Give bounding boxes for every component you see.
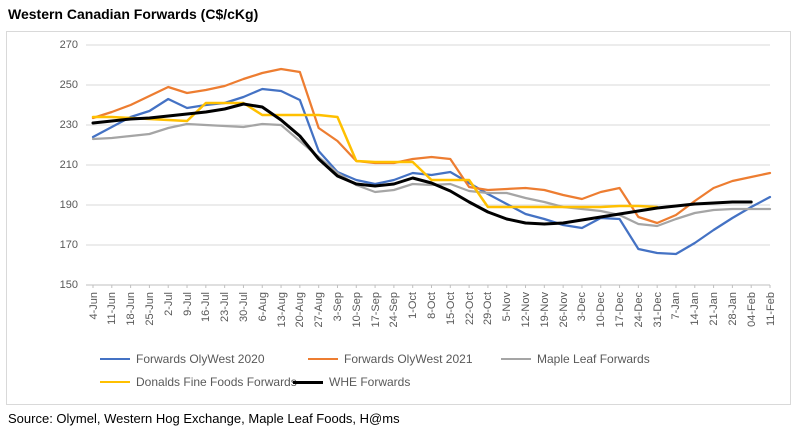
x-axis-label: 2-Jul <box>162 292 175 316</box>
x-axis-label: 17-Dec <box>614 292 627 328</box>
legend-label: Forwards OlyWest 2020 <box>136 352 265 366</box>
legend-item: Forwards OlyWest 2021 <box>308 351 473 367</box>
x-axis-label: 24-Sep <box>388 292 401 328</box>
x-axis-label: 18-Jun <box>125 292 138 326</box>
x-axis-label: 14-Jan <box>689 292 702 326</box>
x-axis-label: 26-Nov <box>557 292 570 328</box>
legend-line-marker <box>100 380 130 384</box>
x-axis-label: 3-Dec <box>576 292 589 322</box>
x-axis-label: 8-Oct <box>426 292 438 319</box>
x-axis-label: 19-Nov <box>538 292 551 328</box>
x-axis-label: 13-Aug <box>275 292 288 328</box>
x-axis-label: 28-Jan <box>726 292 739 326</box>
legend-line-marker <box>293 380 323 384</box>
x-axis-label: 22-Oct <box>463 292 476 326</box>
chart-title: Western Canadian Forwards (C$/cKg) <box>8 6 259 22</box>
legend-item: Maple Leaf Forwards <box>501 351 650 367</box>
y-axis-label: 170 <box>59 239 78 251</box>
y-axis-label: 190 <box>59 199 78 211</box>
x-axis-label: 24-Dec <box>632 292 645 328</box>
x-axis-label: 3-Sep <box>331 292 344 322</box>
legend-label: Donalds Fine Foods Forwards <box>136 375 297 389</box>
x-axis-label: 23-Jul <box>219 292 232 322</box>
y-axis-label: 210 <box>59 159 78 171</box>
x-axis-label: 20-Aug <box>294 292 307 328</box>
legend-item: Donalds Fine Foods Forwards <box>100 374 297 390</box>
x-axis-label: 12-Nov <box>520 292 533 328</box>
legend-item: Forwards OlyWest 2020 <box>100 351 265 367</box>
x-axis-label: 7-Jan <box>670 292 683 320</box>
legend-label: WHE Forwards <box>329 375 411 389</box>
x-axis-label: 04-Feb <box>745 292 758 327</box>
source-note: Source: Olymel, Western Hog Exchange, Ma… <box>8 411 400 426</box>
y-axis-label: 230 <box>59 119 78 131</box>
x-axis-label: 21-Jan <box>708 292 721 326</box>
legend-line-marker <box>100 357 130 361</box>
x-axis-label: 9-Jul <box>181 292 194 316</box>
x-axis-label: 27-Aug <box>313 292 326 328</box>
x-axis-label: 10-Dec <box>595 292 608 328</box>
x-axis-label: 5-Nov <box>501 292 514 322</box>
y-axis-label: 270 <box>59 39 78 51</box>
x-axis-label: 1-Oct <box>407 292 420 319</box>
x-axis-label: 11-Feb <box>764 292 777 327</box>
x-axis-label: 16-Jul <box>200 292 213 322</box>
y-axis-label: 250 <box>59 79 78 91</box>
x-axis-label: 30-Jul <box>237 292 250 322</box>
x-axis-label: 10-Sep <box>350 292 363 328</box>
x-axis-label: 6-Aug <box>256 292 269 322</box>
legend-item: WHE Forwards <box>293 374 410 390</box>
y-axis-label: 150 <box>59 279 78 291</box>
x-axis-label: 4-Jun <box>87 292 100 320</box>
x-axis-label: 25-Jun <box>143 292 156 326</box>
x-axis-label: 17-Sep <box>369 292 382 328</box>
legend-line-marker <box>308 357 338 361</box>
legend-label: Maple Leaf Forwards <box>537 352 650 366</box>
legend-line-marker <box>501 357 531 361</box>
legend-label: Forwards OlyWest 2021 <box>344 352 473 366</box>
x-axis-label: 31-Dec <box>651 292 664 328</box>
x-axis-label: 29-Oct <box>482 292 495 326</box>
x-axis-label: 15-Oct <box>444 292 457 326</box>
x-axis-label: 11-Jun <box>106 292 119 325</box>
